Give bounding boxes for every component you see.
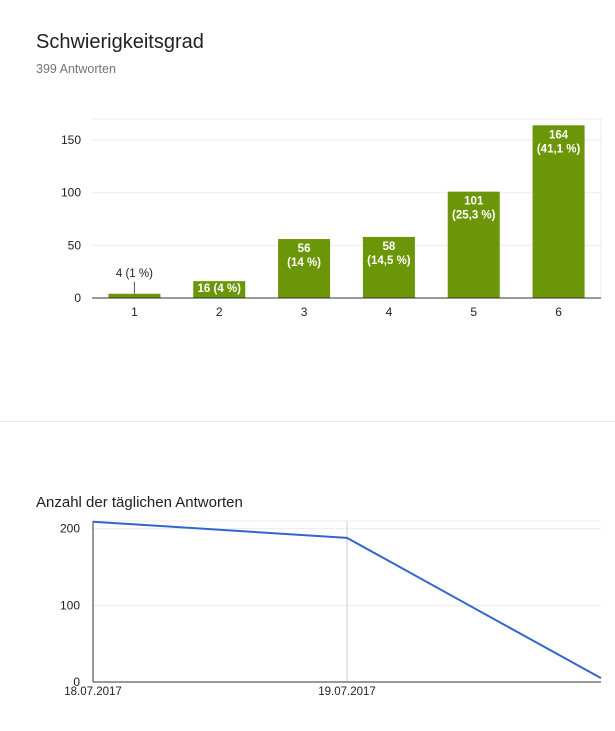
line-chart-x-tick-label: 19.07.2017 (318, 686, 376, 698)
bar-data-label: 58 (383, 241, 396, 253)
bar-chart-x-tick-label: 5 (470, 305, 477, 319)
bar-chart-y-tick-label: 100 (61, 186, 81, 200)
bar-chart-x-tick-label: 2 (216, 305, 223, 319)
bar-5 (447, 191, 500, 298)
bar-data-label: 4 (1 %) (116, 268, 153, 280)
line-chart-x-tick-label: 18.07.2017 (64, 686, 122, 698)
line-series-daily-responses (92, 520, 602, 680)
bar-data-label: 16 (4 %) (198, 283, 242, 295)
bar-chart-x-tick-label: 3 (301, 305, 308, 319)
bar-data-label: 164 (549, 129, 569, 141)
bar-2 (193, 281, 246, 298)
question-title: Schwierigkeitsgrad (36, 31, 204, 53)
line-chart-y-tick-label: 200 (60, 522, 80, 536)
bar-data-label: 101 (464, 196, 484, 208)
bar-chart-y-tick-label: 150 (61, 133, 81, 147)
bar-chart-y-tick-label: 50 (68, 238, 82, 252)
bar-1 (108, 293, 161, 298)
bar-data-label: (25,3 %) (452, 210, 496, 222)
bar-data-label: (14,5 %) (367, 255, 411, 267)
bar-chart-y-tick-label: 0 (74, 291, 81, 305)
bar-3 (278, 239, 331, 298)
bar-data-label: 56 (298, 243, 311, 255)
bar-chart-x-tick-label: 1 (131, 305, 138, 319)
line-chart-y-tick-label: 0 (73, 675, 80, 689)
bar-data-label: (41,1 %) (537, 143, 581, 155)
daily-responses-line-chart: 0 100 200 18.07.2017 19.07.2017 (60, 520, 602, 698)
daily-responses-title: Anzahl der täglichen Antworten (36, 494, 243, 511)
bar-chart-x-tick-label: 6 (555, 305, 562, 319)
bar-6 (532, 125, 585, 298)
bar-data-label: (14 %) (287, 257, 321, 269)
bar-4 (362, 236, 415, 298)
section-divider (0, 421, 615, 422)
line-chart-y-tick-label: 100 (60, 598, 80, 612)
bar-chart-x-tick-label: 4 (386, 305, 393, 319)
response-count: 399 Antworten (36, 62, 116, 76)
